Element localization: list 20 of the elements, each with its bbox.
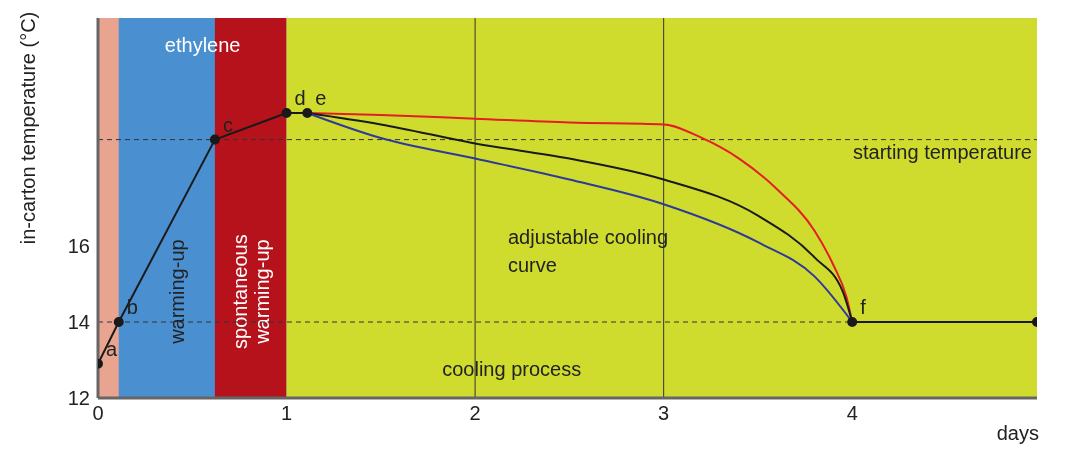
annotation: d	[294, 87, 306, 109]
x-tick-label: 3	[658, 402, 670, 425]
ref-line-label: starting temperature	[853, 140, 1032, 163]
band-label: cooling process	[442, 358, 582, 380]
annotation: a	[106, 337, 118, 360]
y-axis-title: in-carton temperature (°C)	[17, 11, 40, 245]
x-axis-title: days	[996, 422, 1039, 444]
annotation: f	[860, 296, 867, 318]
y-tick-label: 14	[67, 311, 90, 334]
band-label: spontaneous warming-up	[228, 234, 273, 349]
annotation: b	[126, 296, 138, 318]
annotation: e	[315, 87, 327, 109]
x-tick-label: 0	[92, 402, 104, 425]
x-tick-label: 1	[280, 402, 293, 425]
x-tick-label: 4	[846, 402, 858, 425]
band-label: warming-up	[165, 239, 188, 345]
x-tick-label: 2	[469, 402, 481, 425]
y-tick-label: 12	[67, 387, 90, 410]
y-tick-label: 16	[67, 235, 90, 258]
annotation: c	[222, 113, 233, 136]
